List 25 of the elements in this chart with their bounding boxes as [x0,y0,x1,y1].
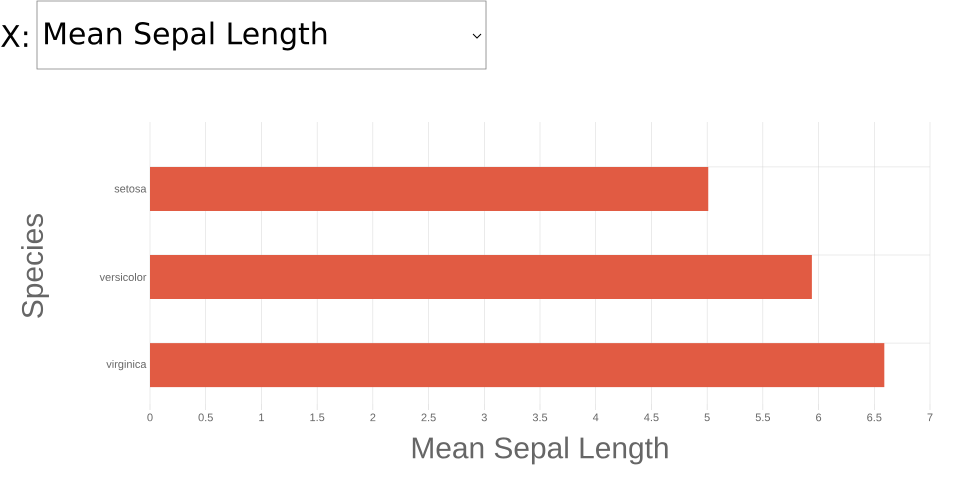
x-tick-label: 5.5 [756,414,770,422]
y-tick-label: setosa [114,185,146,193]
x-tick-label: 3.5 [532,414,548,422]
text: Mean Sepal Length [45,22,326,50]
bar [150,255,812,300]
x-tick-label: 1.5 [310,414,324,422]
x-tick-label: 1 [259,414,264,422]
x-tick-label: 6.5 [867,414,882,422]
x-tick-label: 6 [816,414,822,422]
x-tick-label: 2 [370,414,376,422]
x-tick-label: 0 [147,414,153,422]
x-tick-label: 7 [928,414,932,422]
x-axis-title: Mean Sepal Length [412,436,668,464]
x-tick-label: 4.5 [644,414,659,422]
text: X: [1,25,28,47]
x-tick-label: 5 [704,414,710,422]
y-tick-label: virginica [106,360,146,370]
bar [150,343,884,388]
x-tick-label: 2.5 [422,414,436,422]
bar [150,166,708,211]
x-tick-label: 0.5 [198,414,213,422]
x-tick-label: 3 [482,414,487,422]
y-tick-label: versicolor [100,272,146,282]
y-axis-title: Species [21,214,49,318]
x-tick-label: 4 [592,414,598,422]
